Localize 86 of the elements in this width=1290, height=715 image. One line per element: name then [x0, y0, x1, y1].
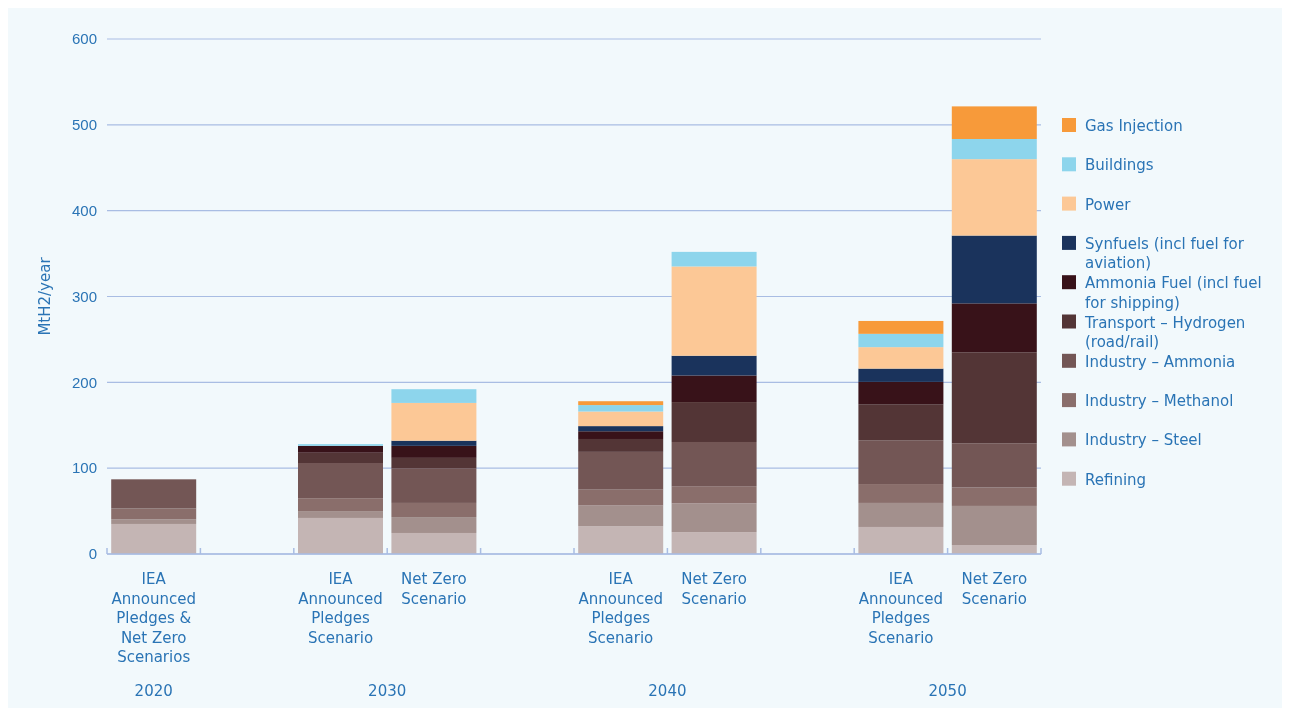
legend-label: Industry – Steel — [1085, 431, 1202, 450]
bar — [951, 352, 1037, 444]
bar — [111, 508, 197, 520]
y-axis-title: MtH2/year — [36, 256, 54, 336]
x-tick-label: IEA Announced Pledges & Net Zero Scenarios — [111, 570, 196, 666]
bar — [951, 443, 1037, 488]
bar — [951, 505, 1037, 545]
text: 2020 — [134, 682, 173, 700]
bar — [858, 347, 944, 369]
y-tick-label: 100 — [71, 459, 97, 477]
y-tick-label: 0 — [88, 545, 97, 563]
text: 2030 — [368, 682, 407, 700]
bar — [578, 401, 664, 406]
bar — [671, 402, 757, 442]
bar — [671, 266, 757, 356]
bar — [671, 503, 757, 533]
bar — [111, 519, 197, 524]
bar — [671, 375, 757, 403]
bar — [391, 502, 477, 518]
text: 2040 — [648, 682, 687, 700]
bar — [858, 484, 944, 503]
bar — [858, 502, 944, 527]
legend-label: Ammonia Fuel (incl fuel for shipping) — [1085, 274, 1262, 312]
bar — [298, 498, 383, 512]
bar — [671, 486, 757, 504]
y-tick-label: 500 — [71, 116, 97, 134]
legend-label: Gas Injection — [1085, 117, 1183, 135]
bar — [858, 333, 944, 348]
bar — [578, 489, 664, 506]
bar — [858, 404, 944, 441]
text: 2050 — [928, 682, 967, 700]
bar — [951, 303, 1037, 353]
legend-label: Power — [1085, 195, 1132, 214]
bar — [858, 320, 944, 334]
bar — [578, 426, 664, 432]
bar — [671, 441, 757, 487]
x-tick-label: IEA Announced Pledges Scenario — [298, 570, 383, 647]
y-tick-label: 400 — [71, 201, 97, 219]
bar — [391, 457, 477, 469]
x-tick-label: IEA Announced Pledges Scenario — [858, 570, 944, 647]
x-tick-label: Net Zero Scenario — [961, 570, 1028, 608]
bar — [578, 526, 664, 554]
y-tick-label: 200 — [71, 373, 97, 391]
bar — [858, 526, 944, 554]
bar — [391, 517, 477, 533]
bar — [391, 389, 477, 403]
bar — [391, 445, 477, 458]
bar — [391, 440, 477, 446]
bar — [951, 106, 1037, 139]
bar — [391, 468, 477, 503]
legend-label: Industry – Ammonia — [1085, 352, 1236, 371]
bar — [111, 479, 197, 509]
bar — [578, 438, 664, 452]
bar — [578, 431, 664, 439]
bar — [578, 405, 664, 412]
legend-label: Industry – Methanol — [1085, 392, 1234, 411]
x-tick-label: Net Zero Scenario — [401, 570, 467, 608]
bar — [951, 235, 1037, 304]
bar — [858, 381, 944, 405]
bar — [578, 505, 664, 527]
bar — [671, 251, 757, 267]
legend-label: Synfuels (incl fuel for aviation) — [1085, 234, 1245, 273]
bar — [671, 355, 757, 376]
bar — [578, 411, 664, 427]
bar — [111, 523, 197, 554]
legend-label: Buildings — [1085, 156, 1154, 175]
bar — [298, 463, 383, 499]
bar — [578, 451, 664, 490]
x-tick-label: IEA Announced Pledges Scenario — [578, 570, 663, 647]
bar — [298, 452, 383, 464]
legend-label: Refining — [1085, 470, 1147, 489]
bar — [298, 445, 383, 453]
y-tick-label: 600 — [71, 30, 97, 48]
bar — [858, 440, 944, 485]
y-tick-label: 300 — [71, 287, 97, 305]
bar — [951, 487, 1037, 506]
bar — [858, 368, 944, 382]
bar — [391, 532, 477, 554]
bar — [671, 532, 757, 554]
x-tick-label: Net Zero Scenario — [681, 570, 747, 608]
legend-label: Transport – Hydrogen (road/rail) — [1084, 313, 1246, 351]
bar — [951, 139, 1037, 160]
bar — [298, 511, 383, 518]
bar — [391, 402, 477, 441]
bar — [951, 159, 1037, 236]
bar — [298, 517, 383, 554]
